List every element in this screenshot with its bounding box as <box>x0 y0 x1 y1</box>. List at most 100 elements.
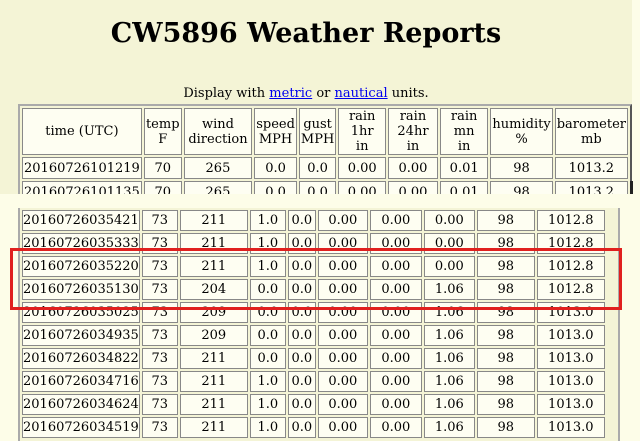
table-row: 20160726034624 73 211 1.0 0.0 0.00 0.00 1.06 98 1… <box>22 394 605 415</box>
cell-wind-direction: 211 <box>179 348 248 369</box>
cell-gust: 0.0 <box>287 394 316 415</box>
cell-time: 20160726034822 <box>22 348 140 369</box>
weather-table-bottom: 20160726035421 73 211 1.0 0.0 0.00 0.00 0.00 98 1… <box>20 208 607 440</box>
cell-temp: 73 <box>141 348 178 369</box>
cell-rain-24hr: 0.00 <box>369 210 422 231</box>
cell-rain-24hr: 0.00 <box>369 256 422 277</box>
table-row: 20160726034519 73 211 1.0 0.0 0.00 0.00 1.06 98 1… <box>22 417 605 438</box>
cell-barometer: 1013.0 <box>536 371 605 392</box>
cell-wind-direction: 211 <box>179 210 248 231</box>
cell-wind-direction: 211 <box>179 256 248 277</box>
table-row: 20160726101135 70 265 0.0 0.0 0.00 0.00 0.01 98 1… <box>22 181 628 194</box>
table-row: 20160726035220 73 211 1.0 0.0 0.00 0.00 0.00 98 1… <box>22 256 605 277</box>
cell-temp: 73 <box>141 279 178 300</box>
cell-rain-1hr: 0.00 <box>317 348 368 369</box>
cell-gust: 0.0 <box>287 325 316 346</box>
header-rain-mn: rain mn in <box>439 108 489 155</box>
cell-humidity: 98 <box>490 181 553 194</box>
cell-temp: 73 <box>141 210 178 231</box>
cell-gust: 0.0 <box>287 371 316 392</box>
cell-gust: 0.0 <box>287 417 316 438</box>
header-time: time (UTC) <box>22 108 142 155</box>
cell-humidity: 98 <box>476 279 535 300</box>
cell-rain-24hr: 0.00 <box>388 157 438 179</box>
cell-barometer: 1013.2 <box>554 157 628 179</box>
cell-rain-24hr: 0.00 <box>369 325 422 346</box>
cell-humidity: 98 <box>476 256 535 277</box>
cell-temp: 73 <box>141 394 178 415</box>
cell-humidity: 98 <box>476 394 535 415</box>
cell-temp: 73 <box>141 417 178 438</box>
cell-gust: 0.0 <box>287 348 316 369</box>
cell-wind-direction: 204 <box>179 279 248 300</box>
header-wind-direction: wind direction <box>183 108 253 155</box>
highlight-box <box>10 248 622 310</box>
cell-rain-1hr: 0.00 <box>338 157 387 179</box>
cell-rain-1hr: 0.00 <box>317 394 368 415</box>
cell-time: 20160726101219 <box>22 157 142 179</box>
cell-rain-1hr: 0.00 <box>317 279 368 300</box>
cell-wind-direction: 211 <box>179 394 248 415</box>
display-suffix: units. <box>391 86 429 101</box>
nautical-link[interactable]: nautical <box>334 86 388 101</box>
cell-speed: 1.0 <box>249 256 286 277</box>
cell-speed: 1.0 <box>249 210 286 231</box>
cell-time: 20160726035130 <box>22 279 140 300</box>
cell-barometer: 1013.0 <box>536 417 605 438</box>
cell-gust: 0.0 <box>287 279 316 300</box>
cell-speed: 0.0 <box>254 181 297 194</box>
table-row: 20160726101219 70 265 0.0 0.0 0.00 0.00 0.01 98 1… <box>22 157 628 179</box>
display-prefix: Display with <box>183 86 266 101</box>
cell-barometer: 1013.2 <box>554 181 628 194</box>
cell-wind-direction: 209 <box>179 325 248 346</box>
table-row: 20160726034822 73 211 0.0 0.0 0.00 0.00 1.06 98 1… <box>22 348 605 369</box>
cell-time: 20160726101135 <box>22 181 142 194</box>
cell-rain-mn: 1.06 <box>423 371 475 392</box>
cell-humidity: 98 <box>476 210 535 231</box>
cell-temp: 73 <box>141 371 178 392</box>
header-gust: gust MPH <box>298 108 337 155</box>
cell-barometer: 1012.8 <box>536 210 605 231</box>
cell-speed: 0.0 <box>249 279 286 300</box>
cell-rain-mn: 0.00 <box>423 210 475 231</box>
table-row: 20160726034935 73 209 0.0 0.0 0.00 0.00 1.06 98 1… <box>22 325 605 346</box>
table-row: 20160726035421 73 211 1.0 0.0 0.00 0.00 0.00 98 1… <box>22 210 605 231</box>
metric-link[interactable]: metric <box>269 86 313 101</box>
header-temp: temp F <box>143 108 182 155</box>
cell-humidity: 98 <box>476 417 535 438</box>
header-rain-1hr: rain 1hr in <box>338 108 387 155</box>
top-section: CW5896 Weather Reports Display with metr… <box>0 0 632 194</box>
cell-barometer: 1013.0 <box>536 325 605 346</box>
cell-rain-24hr: 0.00 <box>369 348 422 369</box>
header-humidity: humidity% <box>490 108 553 155</box>
cell-rain-24hr: 0.00 <box>369 394 422 415</box>
cell-time: 20160726034716 <box>22 371 140 392</box>
cell-gust: 0.0 <box>298 181 337 194</box>
cell-temp: 73 <box>141 325 178 346</box>
cell-time: 20160726034624 <box>22 394 140 415</box>
header-speed: speed MPH <box>254 108 297 155</box>
cell-rain-mn: 0.01 <box>439 157 489 179</box>
header-row: time (UTC) temp F wind direction speed MPH … <box>22 108 628 155</box>
cell-speed: 1.0 <box>249 394 286 415</box>
display-units-line: Display with metric or nautical units. <box>0 86 612 101</box>
cell-gust: 0.0 <box>287 256 316 277</box>
cell-barometer: 1012.8 <box>536 256 605 277</box>
cell-rain-1hr: 0.00 <box>317 417 368 438</box>
table-row: 20160726035130 73 204 0.0 0.0 0.00 0.00 1.06 98 1… <box>22 279 605 300</box>
display-or: or <box>316 86 331 101</box>
cell-rain-mn: 0.01 <box>439 181 489 194</box>
cell-speed: 1.0 <box>249 417 286 438</box>
cell-rain-24hr: 0.00 <box>369 417 422 438</box>
cell-wind-direction: 211 <box>179 371 248 392</box>
cell-rain-1hr: 0.00 <box>317 371 368 392</box>
cell-humidity: 98 <box>476 348 535 369</box>
bottom-section: 20160726035421 73 211 1.0 0.0 0.00 0.00 0.00 98 1… <box>18 208 620 441</box>
cell-speed: 1.0 <box>249 371 286 392</box>
cell-humidity: 98 <box>490 157 553 179</box>
cell-time: 20160726034519 <box>22 417 140 438</box>
cell-speed: 0.0 <box>249 325 286 346</box>
scroll-marker <box>630 181 633 194</box>
cell-rain-1hr: 0.00 <box>338 181 387 194</box>
cell-temp: 70 <box>143 181 182 194</box>
